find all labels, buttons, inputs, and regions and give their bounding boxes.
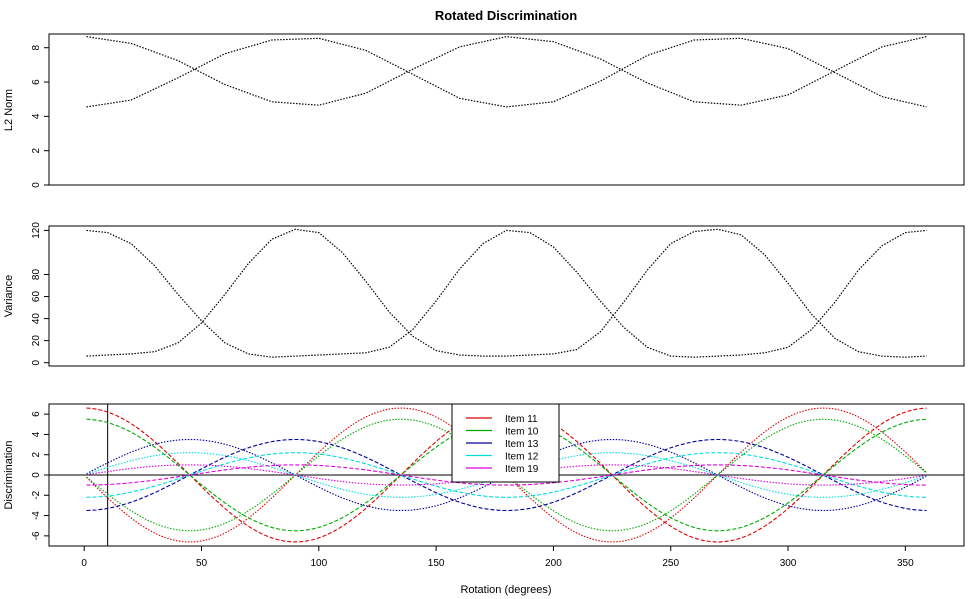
series-line-dashed xyxy=(86,438,927,512)
panel-variance: Variance 0 20 40 60 80 120 xyxy=(3,222,965,367)
y-tick-label: 4 xyxy=(31,113,42,119)
x-axis-label: Rotation (degrees) xyxy=(460,584,551,596)
series-line-dashed xyxy=(86,418,927,532)
series-line-dashed xyxy=(86,452,927,498)
x-ticks: 0 50 100 150 200 250 300 350 xyxy=(81,545,914,569)
y-tick-label: 6 xyxy=(31,79,42,85)
series-line-dotted xyxy=(86,418,927,532)
series-line xyxy=(86,37,927,108)
x-tick-label: 350 xyxy=(897,558,914,569)
x-tick-label: 300 xyxy=(780,558,797,569)
y-tick-label: 0 xyxy=(31,182,42,188)
legend-label: Item 12 xyxy=(505,452,539,463)
y-axis-label: L2 Norm xyxy=(3,89,15,131)
y-tick-label: 4 xyxy=(31,431,42,437)
series-group xyxy=(86,35,927,108)
panel-l2-norm: L2 Norm 0 2 4 6 8 xyxy=(3,33,965,188)
y-tick-label: -2 xyxy=(31,490,42,499)
x-tick-label: 250 xyxy=(662,558,679,569)
y-ticks: 0 20 40 60 80 120 xyxy=(31,222,49,365)
x-tick-label: 150 xyxy=(428,558,445,569)
y-tick-label: 6 xyxy=(31,411,42,417)
legend-label: Item 10 xyxy=(505,427,539,438)
x-tick-label: 200 xyxy=(545,558,562,569)
y-tick-label: 2 xyxy=(31,147,42,153)
y-tick-label: 40 xyxy=(31,313,42,325)
series-line-dashed xyxy=(86,464,927,486)
x-tick-label: 50 xyxy=(196,558,208,569)
y-tick-label: 20 xyxy=(31,335,42,347)
legend-label: Item 13 xyxy=(505,439,539,450)
series-line xyxy=(86,229,927,358)
y-ticks: 0 2 4 6 8 xyxy=(31,45,49,188)
x-tick-label: 100 xyxy=(310,558,327,569)
legend-box xyxy=(451,403,560,483)
y-axis-label: Discrimination xyxy=(3,440,15,509)
y-tick-label: 0 xyxy=(31,472,42,478)
y-tick-label: 2 xyxy=(31,451,42,457)
legend-label: Item 11 xyxy=(505,414,538,425)
x-tick-label: 0 xyxy=(81,558,87,569)
series-line-dotted xyxy=(86,407,927,543)
series-line xyxy=(86,228,927,358)
y-tick-label: 120 xyxy=(31,222,42,239)
y-tick-label: 0 xyxy=(31,359,42,365)
y-tick-label: 8 xyxy=(31,45,42,51)
chart-title: Rotated Discrimination xyxy=(435,8,577,23)
y-tick-label: -4 xyxy=(31,511,42,520)
panel-discrimination: Discrimination -6 -4 -2 0 2 4 6 0 50 100 150 200 25… xyxy=(3,403,965,569)
y-tick-label: 60 xyxy=(31,291,42,303)
legend-label: Item 19 xyxy=(505,464,539,475)
series-group xyxy=(86,228,927,358)
y-tick-label: 80 xyxy=(31,269,42,281)
y-ticks: -6 -4 -2 0 2 4 6 xyxy=(31,411,49,540)
y-tick-label: -6 xyxy=(31,531,42,540)
y-axis-label: Variance xyxy=(3,275,15,318)
series-line xyxy=(86,35,927,106)
plot-box xyxy=(48,33,965,186)
plot-box xyxy=(48,225,965,367)
